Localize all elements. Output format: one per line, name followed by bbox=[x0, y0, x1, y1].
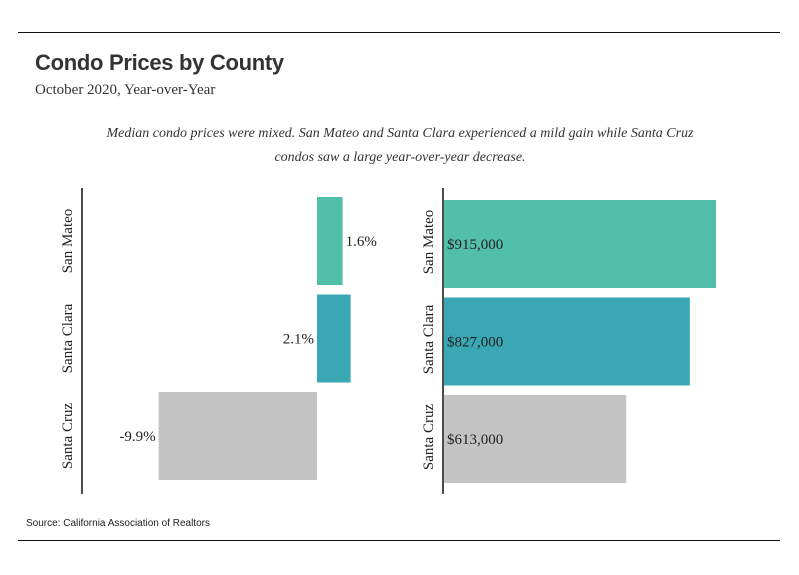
price-label-santa-clara: $827,000 bbox=[447, 335, 503, 351]
price-label-santa-cruz: $613,000 bbox=[447, 432, 503, 448]
pct-label-santa-cruz: -9.9% bbox=[119, 429, 155, 445]
left-category-santa-cruz: Santa Cruz bbox=[60, 403, 76, 470]
source-note: Source: California Association of Realto… bbox=[26, 518, 210, 529]
price-bar-san-mateo bbox=[444, 200, 716, 288]
left-category-san-mateo: San Mateo bbox=[60, 209, 76, 274]
pct-bar-san-mateo bbox=[317, 197, 343, 285]
chart-title: Condo Prices by County bbox=[35, 50, 284, 75]
pct-label-san-mateo: 1.6% bbox=[346, 234, 377, 250]
right-category-santa-cruz: Santa Cruz bbox=[421, 404, 437, 471]
median-price-chart: $915,000 San Mateo $827,000 Santa Clara $613… bbox=[421, 188, 716, 494]
chart-subtitle: October 2020, Year-over-Year bbox=[35, 82, 216, 98]
right-category-santa-clara: Santa Clara bbox=[421, 304, 437, 374]
pct-bar-santa-cruz bbox=[158, 392, 317, 480]
chart-annotation: Median condo prices were mixed. San Mate… bbox=[106, 126, 694, 165]
pct-label-santa-clara: 2.1% bbox=[283, 332, 314, 348]
right-category-san-mateo: San Mateo bbox=[421, 210, 437, 275]
left-category-santa-clara: Santa Clara bbox=[60, 303, 76, 373]
top-rule bbox=[18, 32, 780, 33]
price-label-san-mateo: $915,000 bbox=[447, 237, 503, 253]
price-bar-santa-cruz bbox=[444, 395, 627, 483]
bottom-rule bbox=[18, 540, 780, 541]
pct-bar-santa-clara bbox=[317, 294, 351, 383]
price-bar-santa-clara bbox=[444, 297, 690, 386]
percent-change-chart: 1.6% San Mateo 2.1% Santa Clara -9.9% Santa C… bbox=[60, 188, 377, 494]
